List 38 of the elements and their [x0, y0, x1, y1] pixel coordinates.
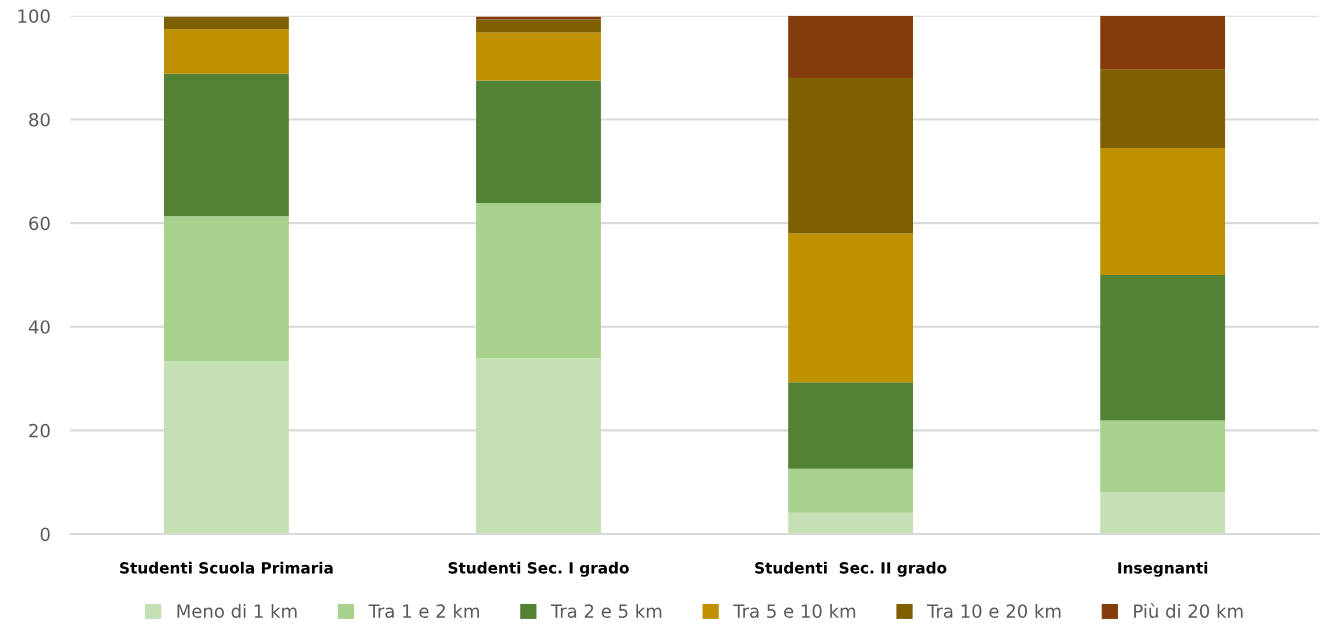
bar — [1100, 420, 1226, 493]
legend-label: Tra 10 e 20 km — [927, 603, 1061, 618]
x-tick-label: Studenti Sec. II grado — [755, 561, 947, 577]
bar — [788, 512, 913, 535]
x-tick-label: Insegnanti — [1118, 561, 1208, 577]
bar — [1100, 69, 1226, 148]
bar — [164, 16, 289, 30]
bar — [164, 360, 289, 535]
bar — [476, 358, 601, 535]
bar — [476, 32, 601, 81]
bar — [476, 202, 601, 359]
bar — [476, 80, 601, 203]
x-tick-label: Studenti Scuola Primaria — [120, 561, 333, 574]
bar — [476, 19, 601, 33]
legend-label: Meno di 1 km — [177, 603, 297, 618]
bar — [1100, 492, 1226, 535]
y-tick-label: 20 — [29, 423, 50, 438]
bar — [788, 15, 913, 78]
bar — [164, 73, 289, 217]
bar — [788, 468, 913, 513]
legend-label: Tra 2 e 5 km — [550, 603, 662, 618]
legend-label: Più di 20 km — [1134, 603, 1243, 618]
bar — [788, 77, 913, 234]
bar — [164, 29, 289, 74]
y-tick-label: 40 — [28, 320, 50, 334]
y-tick-label: 60 — [29, 216, 50, 231]
bar — [1100, 147, 1226, 275]
y-tick-label: 100 — [18, 9, 50, 23]
bar — [164, 216, 289, 361]
y-tick-label: 0 — [40, 527, 50, 542]
bar — [1100, 274, 1226, 421]
y-tick-label: 80 — [29, 112, 50, 127]
x-tick-label: Studenti Sec. I grado — [448, 561, 629, 577]
legend-label: Tra 5 e 10 km — [733, 603, 856, 618]
bar — [788, 382, 913, 469]
legend-label: Tra 1 e 2 km — [368, 603, 479, 618]
bar — [788, 233, 913, 383]
bar — [1100, 15, 1226, 70]
